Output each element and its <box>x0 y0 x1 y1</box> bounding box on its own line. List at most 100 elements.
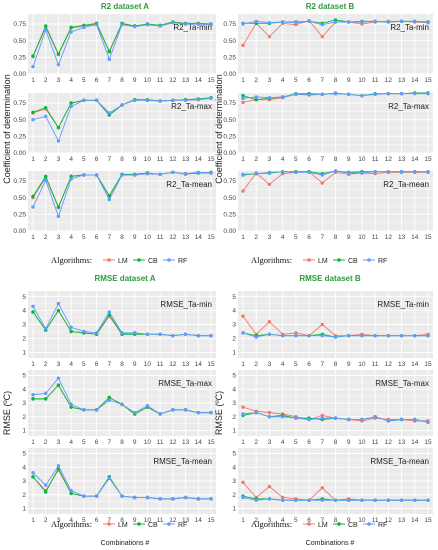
data-point-cb <box>69 405 73 409</box>
x-tick-label: 2 <box>254 156 258 163</box>
data-point-rf <box>333 20 338 24</box>
x-tick-label: 15 <box>207 361 215 368</box>
x-tick-label: 12 <box>385 439 393 446</box>
y-axis-label: Coefficient of determination <box>2 74 12 183</box>
x-tick-label: 13 <box>398 77 406 84</box>
data-point-rf <box>294 333 298 338</box>
data-point-rf <box>44 483 48 487</box>
x-tick-label: 5 <box>82 439 86 446</box>
chart-rmse-dataset-a: RMSE dataset A RMSE (ºC) Combinations # … <box>2 274 216 547</box>
y-tick-label: 1 <box>22 428 26 435</box>
x-tick-label: 13 <box>398 361 406 368</box>
x-tick-label: 3 <box>57 439 61 446</box>
data-point-cb <box>56 383 61 387</box>
data-point-rf <box>171 170 175 175</box>
x-tick-label: 8 <box>120 234 124 241</box>
data-point-cb <box>56 125 61 130</box>
y-tick-label: 0.25 <box>13 134 26 141</box>
legend: Algorithms: LM CB RF <box>251 519 387 529</box>
x-tick-label: 10 <box>144 234 152 241</box>
y-tick-label: 0.25 <box>223 134 236 141</box>
y-axis-label: RMSE (ºC) <box>2 391 12 435</box>
data-point-rf <box>145 171 150 176</box>
data-point-rf <box>399 333 404 338</box>
data-point-rf <box>320 22 324 27</box>
x-tick-label: 10 <box>144 517 152 524</box>
panel-r2-ta-mean: 0.000.250.500.751 2 3 4 5 6 7 8 9 10 11 12 13 14 15R2_… <box>223 169 433 241</box>
x-tick-label: 13 <box>182 517 190 524</box>
data-point-cb <box>107 193 111 198</box>
panel-label: RMSE_Ta-max <box>375 379 429 388</box>
data-point-rf <box>413 169 417 174</box>
y-tick-label: 2 <box>232 336 236 343</box>
x-tick-label: 7 <box>107 517 111 524</box>
data-point-cb <box>69 491 73 496</box>
legend: Algorithms: LM CB RF <box>251 255 387 265</box>
x-tick-label: 1 <box>241 234 245 241</box>
data-point-rf <box>386 20 391 24</box>
y-tick-label: 0.75 <box>13 21 26 28</box>
data-point-rf <box>347 498 351 502</box>
data-point-rf <box>107 310 111 314</box>
legend-item-lm: LM <box>118 258 128 265</box>
x-axis-label: Combinations # <box>101 540 150 547</box>
data-point-rf <box>82 494 86 498</box>
data-point-lm <box>267 410 272 415</box>
x-tick-label: 9 <box>133 517 137 524</box>
data-point-cb <box>44 105 48 110</box>
x-tick-label: 9 <box>133 77 137 84</box>
data-point-rf <box>426 20 430 25</box>
data-point-rf <box>183 332 188 336</box>
data-point-rf <box>280 498 285 502</box>
x-tick-label: 9 <box>347 156 351 163</box>
data-point-rf <box>183 171 188 176</box>
data-point-cb <box>241 93 245 98</box>
data-point-rf <box>183 495 188 500</box>
data-point-rf <box>107 398 111 402</box>
data-point-rf <box>31 471 35 475</box>
data-point-rf <box>294 20 298 25</box>
data-point-rf <box>44 178 48 183</box>
y-tick-label: 3 <box>232 478 236 485</box>
data-point-rf <box>254 95 258 99</box>
data-point-rf <box>347 333 351 338</box>
x-tick-label: 14 <box>195 77 203 84</box>
y-tick-label: 3 <box>232 322 236 329</box>
data-point-rf <box>280 333 285 338</box>
legend-item-lm: LM <box>318 522 328 529</box>
data-point-rf <box>94 22 99 27</box>
data-point-cb <box>44 490 48 494</box>
x-tick-label: 4 <box>69 439 73 446</box>
x-tick-label: 15 <box>424 234 432 241</box>
x-tick-label: 11 <box>157 517 164 524</box>
data-point-rf <box>31 205 35 209</box>
y-tick-label: 5 <box>22 294 26 301</box>
x-tick-label: 9 <box>133 361 137 368</box>
legend-swatch-point <box>107 522 111 526</box>
y-tick-label: 4 <box>22 464 26 471</box>
data-point-lm <box>241 314 245 318</box>
x-tick-label: 4 <box>69 77 73 84</box>
y-tick-label: 0.75 <box>223 21 236 28</box>
y-tick-label: 0.75 <box>13 178 26 185</box>
data-point-rf <box>413 498 417 502</box>
y-tick-label: 5 <box>232 451 236 458</box>
panels: 0.000.250.500.751 2 3 4 5 6 7 8 9 10 11 12 13 14 15R2_… <box>223 14 433 241</box>
legend-item-cb: CB <box>348 258 358 265</box>
y-tick-label: 2 <box>232 414 236 421</box>
data-point-rf <box>241 172 245 177</box>
data-point-rf <box>133 410 137 415</box>
data-point-rf <box>196 170 200 175</box>
data-point-rf <box>82 408 86 412</box>
data-point-lm <box>320 322 324 327</box>
x-tick-label: 4 <box>281 361 285 368</box>
data-point-rf <box>399 169 404 174</box>
data-point-rf <box>320 173 324 177</box>
y-tick-label: 0.50 <box>223 117 236 124</box>
x-tick-label: 11 <box>372 234 379 241</box>
y-tick-label: 0.00 <box>223 150 236 157</box>
x-tick-label: 12 <box>169 156 177 163</box>
data-point-rf <box>413 19 417 24</box>
data-point-rf <box>386 91 391 96</box>
